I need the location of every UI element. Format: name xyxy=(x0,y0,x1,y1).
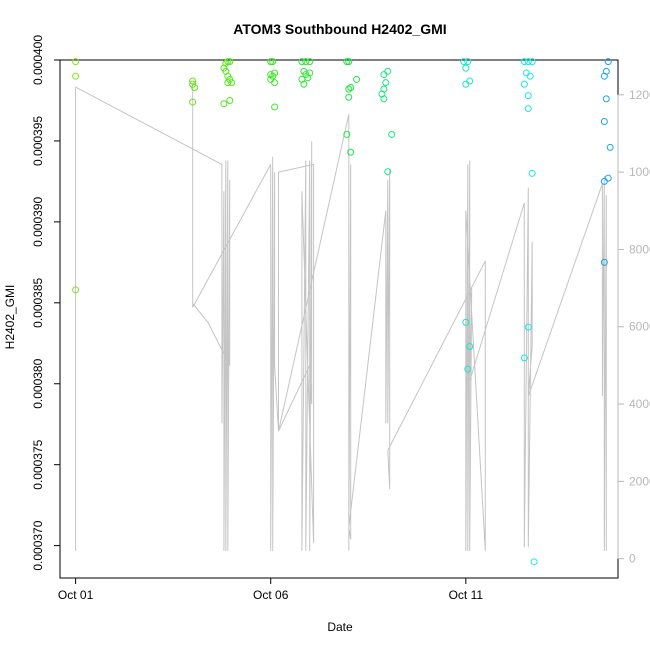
plot-frame xyxy=(59,59,619,579)
y-tick-label: 0.000370 xyxy=(31,520,45,570)
scatter-points xyxy=(72,58,614,566)
y-tick-label: 0.000395 xyxy=(31,116,45,166)
x-tick-label: Oct 01 xyxy=(58,588,94,602)
data-point xyxy=(600,258,608,266)
data-point xyxy=(343,130,351,138)
y2-tick-label: 8000 xyxy=(629,242,650,256)
data-point xyxy=(72,286,80,294)
data-point xyxy=(602,95,610,103)
data-point xyxy=(220,100,228,108)
data-point xyxy=(520,58,528,66)
data-point xyxy=(604,174,612,182)
count-line xyxy=(75,83,607,551)
data-point xyxy=(228,79,236,87)
data-point xyxy=(271,79,279,87)
data-point xyxy=(267,58,275,66)
data-point xyxy=(191,84,199,92)
data-point xyxy=(524,58,532,66)
y-tick-label: 0.000380 xyxy=(31,358,45,408)
data-point xyxy=(343,58,351,66)
y2-tick-label: 10000 xyxy=(629,165,650,179)
data-point xyxy=(520,354,528,362)
data-point xyxy=(189,98,197,106)
y-tick-label: 0.000390 xyxy=(31,197,45,247)
data-point xyxy=(72,58,80,66)
data-point xyxy=(466,343,474,351)
data-point xyxy=(382,79,390,87)
data-point xyxy=(302,58,310,66)
data-point xyxy=(224,58,232,66)
data-point xyxy=(226,96,234,104)
data-point xyxy=(604,58,612,66)
data-point xyxy=(353,75,361,83)
data-point xyxy=(526,72,534,80)
y2-tick-label: 12000 xyxy=(629,88,650,102)
x-tick-label: Oct 11 xyxy=(449,588,484,602)
data-point xyxy=(464,58,472,66)
y2-tick-label: 6000 xyxy=(629,320,650,334)
data-point xyxy=(388,130,396,138)
count-line-series xyxy=(75,83,607,551)
data-point xyxy=(347,148,355,156)
data-point xyxy=(347,84,355,92)
data-point xyxy=(271,69,279,77)
x-tick-label: Oct 06 xyxy=(253,588,289,602)
chart-title: ATOM3 Southbound H2402_GMI xyxy=(233,21,446,37)
x-axis: Oct 01 Oct 06 Oct 11 xyxy=(58,577,484,602)
data-point xyxy=(271,103,279,111)
data-point xyxy=(306,58,314,66)
data-point xyxy=(300,80,308,88)
data-point xyxy=(524,105,532,113)
data-point xyxy=(304,74,312,82)
data-point xyxy=(345,93,353,101)
data-point xyxy=(522,69,530,77)
data-point xyxy=(462,80,470,88)
y2-tick-label: 0 xyxy=(629,552,636,566)
data-point xyxy=(524,323,532,331)
data-point xyxy=(530,558,538,566)
data-point xyxy=(72,72,80,80)
y-tick-label: 0.000385 xyxy=(31,277,45,327)
data-point xyxy=(380,95,388,103)
y-tick-label: 0.000375 xyxy=(31,439,45,489)
data-point xyxy=(600,118,608,126)
data-point xyxy=(267,71,275,79)
data-point xyxy=(380,71,388,79)
data-point xyxy=(384,67,392,75)
data-point xyxy=(462,64,470,72)
data-point xyxy=(222,59,230,67)
data-point xyxy=(528,169,536,177)
data-point xyxy=(298,58,306,66)
data-point xyxy=(226,58,234,66)
data-point xyxy=(462,318,470,326)
data-point xyxy=(606,143,614,151)
data-point xyxy=(460,58,468,66)
data-point xyxy=(269,58,277,66)
data-point xyxy=(520,80,528,88)
data-point xyxy=(464,365,472,373)
data-point xyxy=(384,168,392,176)
data-point xyxy=(600,72,608,80)
y-tick-label: 0.000400 xyxy=(31,35,45,85)
x-axis-title: Date xyxy=(327,620,353,634)
data-point xyxy=(189,77,197,85)
data-point xyxy=(345,58,353,66)
data-point xyxy=(466,77,474,85)
data-point xyxy=(345,85,353,93)
data-point xyxy=(524,92,532,100)
y-axis: 0.000370 0.000375 0.000380 0.000385 0.000390… xyxy=(31,35,61,571)
data-point xyxy=(528,58,536,66)
y2-tick-label: 2000 xyxy=(629,474,650,488)
y-axis-title: H2402_GMI xyxy=(3,285,17,350)
